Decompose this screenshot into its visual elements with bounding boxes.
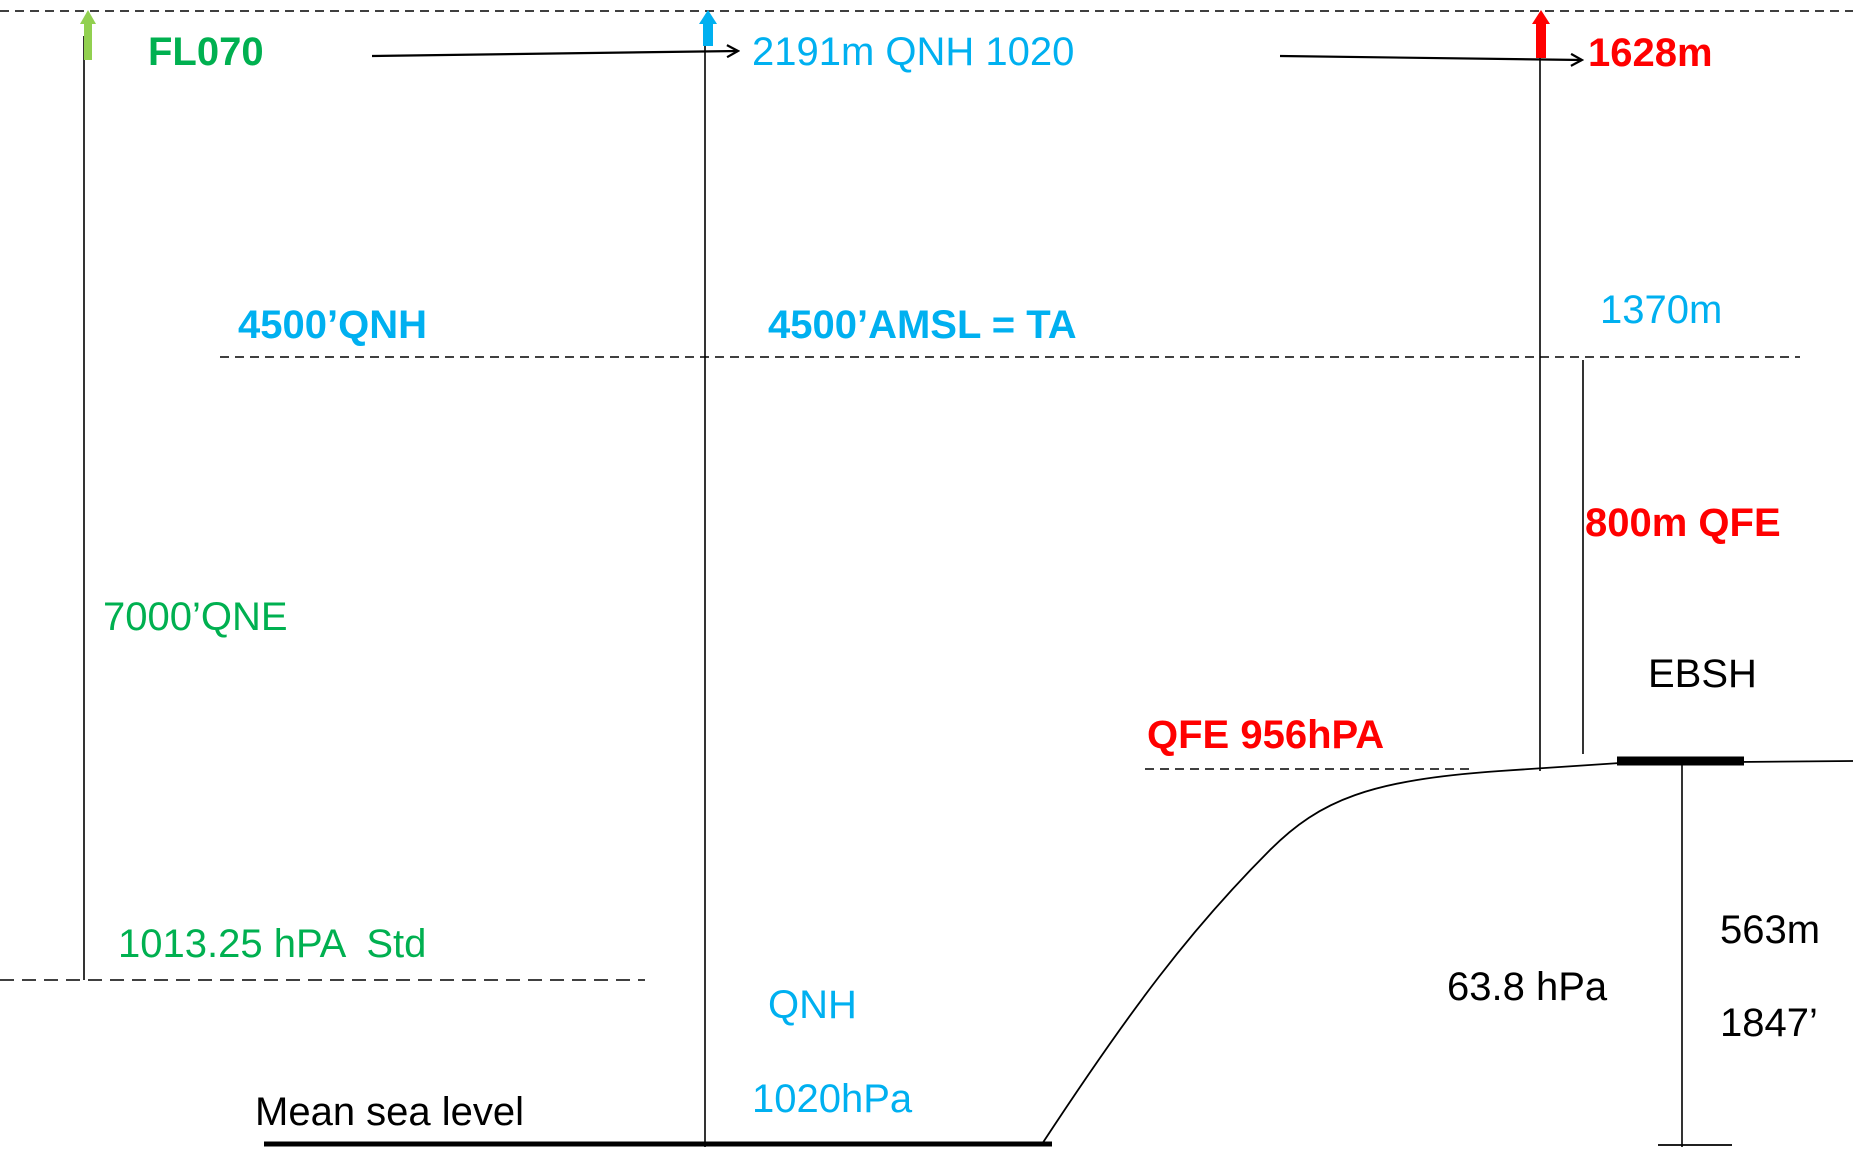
m563-label: 563m (1720, 908, 1820, 952)
terrain-profile (1041, 760, 1853, 1145)
hpa-638-label: 63.8 hPa (1447, 965, 1608, 1009)
qnh-4500-label: 4500’QNH (238, 303, 427, 347)
qnh-word-label: QNH (768, 983, 857, 1027)
qnh-to-qfe-arrow (1279, 56, 1582, 60)
fl-to-qnh-arrow (371, 51, 738, 56)
qfe-up-arrow-icon (1532, 10, 1550, 58)
fl070-label: FL070 (148, 30, 264, 74)
hpa-1020-label: 1020hPa (752, 1077, 913, 1121)
std-up-arrow-icon (80, 10, 96, 60)
qne-7000-label: 7000’QNE (103, 595, 288, 639)
qnh-top-label: 2191m QNH 1020 (752, 30, 1074, 74)
msl-label: Mean sea level (255, 1090, 524, 1134)
qfe-956-label: QFE 956hPA (1147, 713, 1384, 757)
m1370-label: 1370m (1600, 288, 1722, 332)
qfe-top-label: 1628m (1588, 31, 1713, 75)
amsl-ta-label: 4500’AMSL = TA (768, 303, 1077, 347)
qfe-800-label: 800m QFE (1585, 501, 1781, 545)
ft1847-label: 1847’ (1720, 1001, 1818, 1045)
qnh-up-arrow-icon (699, 10, 717, 46)
ebsh-label: EBSH (1648, 652, 1757, 696)
std-1013-label: 1013.25 hPA Std (118, 922, 426, 966)
